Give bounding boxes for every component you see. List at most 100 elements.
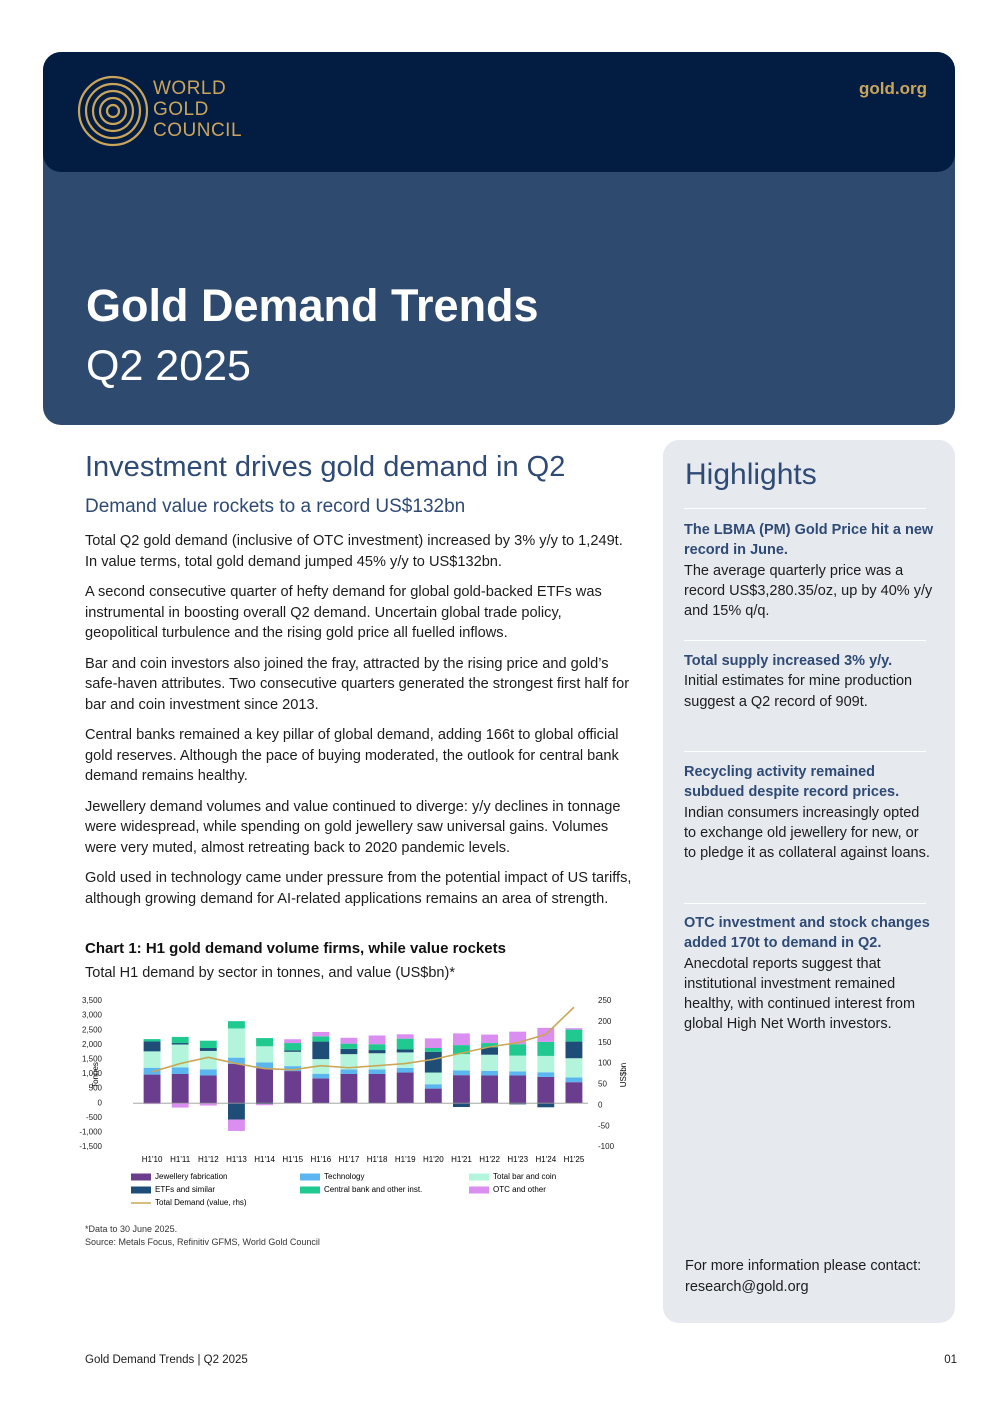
bar-segment xyxy=(396,1038,414,1050)
bar-segment xyxy=(171,1103,189,1108)
site-link[interactable]: gold.org xyxy=(859,79,927,98)
article-body: Total Q2 gold demand (inclusive of OTC i… xyxy=(85,531,637,919)
y-tick-label: 0 xyxy=(598,1100,603,1109)
bar-segment xyxy=(171,1044,189,1068)
chart-title: Chart 1: H1 gold demand volume firms, wh… xyxy=(85,940,506,957)
x-tick-label: H1'11 xyxy=(170,1155,191,1164)
y-tick-label: 1,500 xyxy=(82,1055,103,1064)
bar-segment xyxy=(368,1074,386,1104)
y-axis-title: Tonnes xyxy=(91,1062,100,1088)
x-tick-label: H1'19 xyxy=(395,1155,416,1164)
bar-segment xyxy=(312,1073,330,1079)
highlights-panel: Highlights The LBMA (PM) Gold Price hit … xyxy=(663,440,955,1323)
y-tick-label: 2,500 xyxy=(82,1025,103,1034)
header: WORLD GOLD COUNCIL gold.org Gold Demand … xyxy=(43,52,955,425)
bar-segment xyxy=(565,1041,583,1059)
bar-segment xyxy=(143,1039,161,1042)
chart-note: *Data to 30 June 2025. xyxy=(85,1224,178,1234)
paragraph: Jewellery demand volumes and value conti… xyxy=(85,798,621,856)
bar-segment xyxy=(284,1043,302,1051)
legend-swatch xyxy=(300,1173,320,1181)
x-tick-label: H1'12 xyxy=(198,1155,219,1164)
paragraph: Gold used in technology came under press… xyxy=(85,870,632,907)
paragraph: Total Q2 gold demand (inclusive of OTC i… xyxy=(85,533,623,570)
article-subheading: Demand value rockets to a record US$132b… xyxy=(85,496,466,517)
bar-segment xyxy=(565,1029,583,1042)
highlight: Recycling activity remained subdued desp… xyxy=(684,762,934,863)
bar-segment xyxy=(312,1031,330,1037)
x-tick-label: H1'13 xyxy=(226,1155,247,1164)
separator xyxy=(684,751,926,752)
bar-segment xyxy=(453,1054,470,1071)
bar-segment xyxy=(481,1047,498,1055)
bar-segment xyxy=(199,1048,217,1051)
x-tick-label: H1'20 xyxy=(423,1155,444,1164)
y-tick-label: 150 xyxy=(598,1038,612,1047)
bar-segment xyxy=(143,1103,161,1105)
bar-segment xyxy=(143,1041,161,1052)
highlight: The LBMA (PM) Gold Price hit a new recor… xyxy=(684,520,934,621)
bar-segment xyxy=(424,1088,442,1104)
bar-segment xyxy=(368,1069,386,1074)
paragraph: A second consecutive quarter of hefty de… xyxy=(85,584,602,641)
bar-segment xyxy=(368,1050,386,1054)
highlight: Total supply increased 3% y/y. Initial es… xyxy=(684,651,934,712)
y-tick-label: 0 xyxy=(98,1098,103,1107)
bar-segment xyxy=(396,1067,414,1073)
logo-text: WORLD xyxy=(153,78,227,99)
bar-segment xyxy=(199,1040,217,1049)
highlight-text: The average quarterly price was a record… xyxy=(684,562,933,620)
bar-segment xyxy=(481,1070,498,1076)
bar-segment xyxy=(509,1044,527,1056)
bar-segment xyxy=(565,1082,583,1104)
bar-segment xyxy=(312,1036,330,1042)
header-bar: WORLD GOLD COUNCIL gold.org xyxy=(43,52,955,172)
x-tick-label: H1'21 xyxy=(451,1155,472,1164)
legend-label: OTC and other xyxy=(493,1185,546,1194)
bar-segment xyxy=(424,1048,442,1052)
bar-segment xyxy=(256,1038,273,1047)
highlights-title: Highlights xyxy=(685,458,817,491)
y-tick-label: 200 xyxy=(598,1017,612,1026)
bar-segment xyxy=(424,1051,442,1073)
y2-axis-title: US$bn xyxy=(619,1063,628,1087)
legend-swatch xyxy=(469,1173,489,1181)
highlight-title: The LBMA (PM) Gold Price hit a new recor… xyxy=(684,522,934,559)
bar-segment xyxy=(453,1075,470,1104)
bar-segment xyxy=(481,1075,498,1104)
bar-segment xyxy=(143,1074,161,1104)
legend-label: Central bank and other inst. xyxy=(324,1185,422,1194)
bar-segment xyxy=(228,1119,245,1131)
bar-segment xyxy=(396,1049,414,1053)
bar-segment xyxy=(453,1033,470,1046)
bar-segment xyxy=(312,1078,330,1104)
bar-segment xyxy=(537,1103,555,1108)
y-tick-label: 3,500 xyxy=(82,996,103,1005)
bar-segment xyxy=(256,1046,273,1063)
bar-segment xyxy=(537,1072,555,1077)
legend-swatch xyxy=(300,1186,320,1194)
separator xyxy=(684,508,926,509)
logo-text: COUNCIL xyxy=(153,120,243,141)
logo-text: GOLD xyxy=(153,99,209,120)
x-tick-label: H1'24 xyxy=(535,1155,556,1164)
footer-text: Gold Demand Trends | Q2 2025 xyxy=(85,1354,248,1366)
contact: For more information please contact: res… xyxy=(685,1258,922,1295)
highlight: OTC investment and stock changes added 1… xyxy=(684,913,934,1035)
bar-segment xyxy=(228,1021,245,1029)
paragraph: Central banks remained a key pillar of g… xyxy=(85,727,619,784)
bar-segment xyxy=(396,1034,414,1039)
bar-segment xyxy=(424,1072,442,1085)
x-tick-label: H1'16 xyxy=(310,1155,331,1164)
line-series xyxy=(151,1006,575,1073)
y-tick-label: -100 xyxy=(598,1142,615,1151)
bar-segment xyxy=(424,1038,442,1049)
bar-segment xyxy=(509,1075,527,1104)
x-tick-label: H1'10 xyxy=(142,1155,163,1164)
bar-segment xyxy=(199,1103,217,1106)
bar-segment xyxy=(228,1028,245,1058)
legend-swatch xyxy=(469,1186,489,1194)
highlight-title: Recycling activity remained subdued desp… xyxy=(684,764,900,801)
bar-segment xyxy=(284,1039,302,1044)
